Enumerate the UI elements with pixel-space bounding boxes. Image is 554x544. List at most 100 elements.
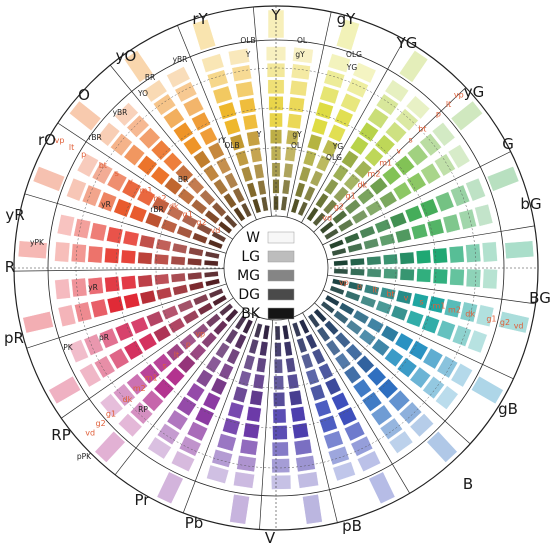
- hue-label: rY: [192, 10, 208, 28]
- color-swatch: [447, 144, 471, 169]
- color-swatch: [201, 331, 218, 349]
- color-swatch: [450, 184, 471, 207]
- color-swatch: [136, 187, 156, 207]
- inner-label: PK: [63, 343, 74, 352]
- color-swatch: [207, 141, 225, 161]
- hue-label: B: [463, 475, 473, 493]
- color-swatch: [408, 340, 429, 361]
- tone-ring-guide: [115, 107, 437, 429]
- color-swatch: [333, 186, 350, 203]
- tone-label: p: [357, 282, 362, 291]
- color-swatch: [217, 220, 233, 235]
- sector-divider: [317, 287, 514, 380]
- outer-band-swatch: [68, 100, 102, 132]
- color-swatch: [187, 176, 205, 195]
- outer-band-swatch: [504, 240, 535, 260]
- color-swatch: [235, 80, 255, 99]
- hue-label: YG: [396, 34, 418, 52]
- color-swatch: [182, 309, 200, 325]
- color-swatch: [482, 268, 498, 290]
- color-swatch: [390, 305, 409, 322]
- hue-label: G: [502, 135, 514, 153]
- color-swatch: [165, 343, 185, 362]
- hue-label: BG: [529, 289, 551, 307]
- color-swatch: [295, 455, 316, 473]
- color-swatch: [182, 96, 205, 117]
- color-swatch: [190, 198, 208, 215]
- color-swatch: [300, 352, 314, 370]
- color-swatch: [288, 96, 305, 113]
- color-swatch: [197, 302, 214, 316]
- tone-label: s: [409, 136, 413, 145]
- color-swatch: [374, 218, 392, 234]
- outer-band-swatch: [94, 430, 126, 463]
- color-swatch: [218, 101, 237, 120]
- color-swatch: [465, 243, 482, 263]
- color-swatch: [233, 206, 246, 222]
- color-swatch: [188, 281, 205, 292]
- color-swatch: [399, 251, 415, 265]
- color-swatch: [203, 259, 219, 267]
- center-disc: [223, 215, 329, 321]
- color-swatch: [328, 239, 345, 250]
- color-swatch: [399, 268, 415, 281]
- color-swatch: [253, 163, 265, 180]
- color-swatch: [395, 108, 419, 132]
- tone-label: p: [186, 340, 191, 349]
- color-swatch: [208, 287, 224, 299]
- color-swatch: [170, 272, 186, 283]
- color-swatch: [311, 348, 326, 365]
- color-swatch: [166, 66, 191, 89]
- tone-label: dk: [465, 309, 475, 318]
- color-swatch: [289, 80, 308, 97]
- color-swatch: [384, 347, 404, 368]
- tone-ring-guide: [75, 67, 477, 469]
- outer-band-swatch: [335, 18, 360, 51]
- color-swatch: [138, 332, 158, 352]
- color-swatch: [349, 257, 365, 266]
- color-swatch: [248, 338, 260, 355]
- inner-label: YG: [332, 142, 344, 151]
- color-swatch: [139, 289, 157, 305]
- gray-scale-group: W LG MG DG BK: [223, 215, 329, 322]
- gray-label: MG: [237, 268, 260, 284]
- color-swatch: [199, 126, 218, 146]
- tone-label: dk: [123, 395, 133, 404]
- color-swatch: [162, 107, 185, 129]
- sector-divider: [252, 6, 273, 223]
- tone-label: m2: [448, 306, 461, 315]
- color-swatch: [432, 268, 448, 285]
- color-swatch: [297, 471, 319, 489]
- color-swatch: [87, 245, 104, 264]
- outer-band-swatch: [156, 471, 184, 505]
- sector-divider: [317, 151, 511, 248]
- color-swatch: [356, 355, 375, 374]
- color-swatch: [137, 251, 153, 265]
- color-swatch: [240, 202, 253, 218]
- color-swatch: [380, 324, 399, 343]
- color-swatch: [227, 401, 245, 420]
- color-swatch: [175, 164, 194, 184]
- color-swatch: [177, 187, 196, 205]
- color-swatch: [179, 333, 197, 351]
- inner-label: yPK: [30, 238, 45, 247]
- inner-label: yBR: [113, 108, 128, 117]
- tone-label: g2: [96, 419, 106, 428]
- color-swatch: [465, 268, 482, 288]
- color-swatch: [350, 268, 365, 276]
- tone-label: g2: [334, 202, 344, 211]
- sector-divider: [24, 193, 232, 256]
- color-swatch: [398, 401, 423, 425]
- color-swatch: [343, 421, 366, 442]
- color-swatch: [296, 337, 308, 354]
- color-swatch: [155, 238, 172, 252]
- color-swatch: [405, 95, 431, 120]
- outer-band-swatch: [302, 493, 323, 525]
- color-swatch: [422, 375, 445, 400]
- inner-label: RP: [138, 405, 148, 414]
- sector-divider: [57, 122, 238, 243]
- color-swatch: [162, 152, 183, 172]
- color-swatch: [297, 201, 309, 217]
- color-swatch: [113, 198, 133, 218]
- color-swatch: [186, 421, 209, 442]
